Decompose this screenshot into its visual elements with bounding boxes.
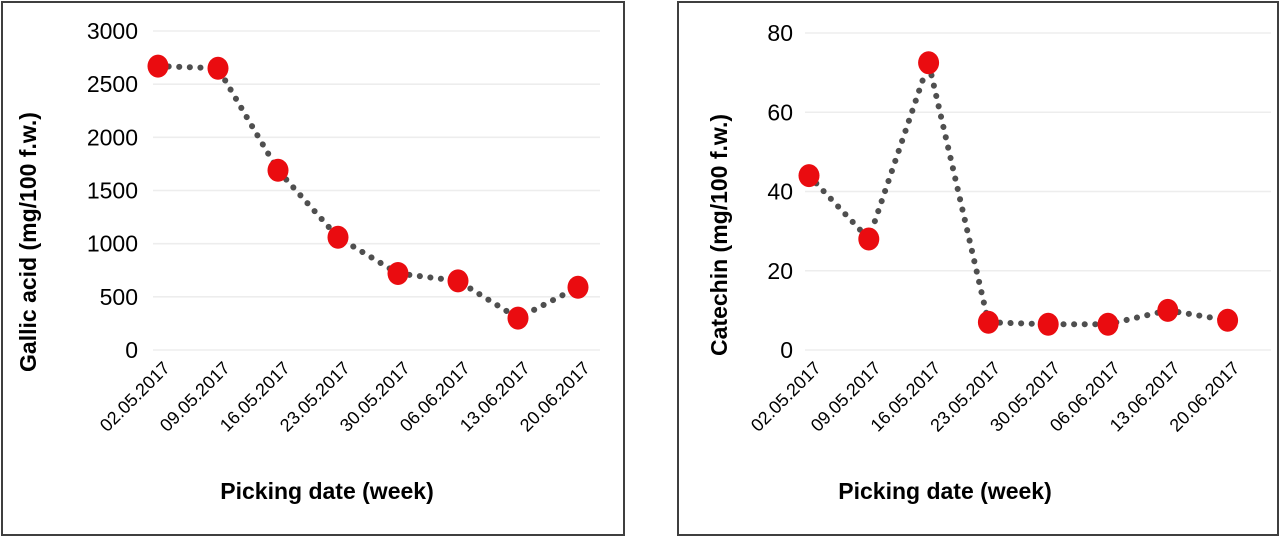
data-point <box>387 261 409 285</box>
data-point <box>1157 298 1179 322</box>
data-point <box>207 56 229 80</box>
data-point <box>567 275 589 299</box>
gallic-acid-chart-panel: 0 500 1000 1500 2000 2500 3000 02.05.2017 09.05.… <box>1 1 625 536</box>
data-point <box>858 227 880 251</box>
series-dotted-line <box>155 63 581 322</box>
data-point <box>977 310 999 334</box>
y-axis-tick-label: 60 <box>767 99 793 125</box>
y-axis-tick-label: 500 <box>100 284 138 310</box>
data-point <box>267 158 289 182</box>
data-point <box>507 306 529 330</box>
y-axis-tick-label: 1500 <box>87 178 138 204</box>
data-point <box>1217 308 1239 332</box>
y-axis-tick-label: 2500 <box>87 71 138 97</box>
data-point <box>1097 312 1119 336</box>
y-axis-tick-label: 2000 <box>87 124 138 150</box>
y-axis-tick-label: 80 <box>767 20 793 46</box>
x-axis-title: Picking date (week) <box>220 478 433 504</box>
data-point <box>327 225 349 249</box>
data-point <box>798 164 820 188</box>
data-point <box>1037 312 1059 336</box>
data-point <box>147 54 169 78</box>
y-axis-tick-label: 0 <box>780 337 793 363</box>
y-axis-tick-label: 1000 <box>87 231 138 257</box>
y-axis-tick-label: 0 <box>125 337 138 363</box>
y-axis-tick-label: 20 <box>767 258 793 284</box>
y-axis-title: Gallic acid (mg/100 f.w.) <box>15 112 41 372</box>
catechin-chart: 02040608002.05.201709.05.201716.05.20172… <box>706 20 1271 504</box>
y-axis-title: Catechin (mg/100 f.w.) <box>706 114 732 356</box>
y-axis-tick-label: 40 <box>767 179 793 205</box>
catechin-chart-panel: 0 20 40 60 80 02.05.2017 09.05.2017 16.05.2017 2… <box>677 1 1279 536</box>
gallic-acid-chart: 05001000150020002500300002.05.201709.05.… <box>15 18 600 504</box>
series-dotted-line <box>806 51 1231 328</box>
data-point <box>918 51 940 75</box>
data-point <box>447 269 469 293</box>
y-axis-tick-label: 3000 <box>87 18 138 44</box>
x-axis-title: Picking date (week) <box>838 478 1051 504</box>
